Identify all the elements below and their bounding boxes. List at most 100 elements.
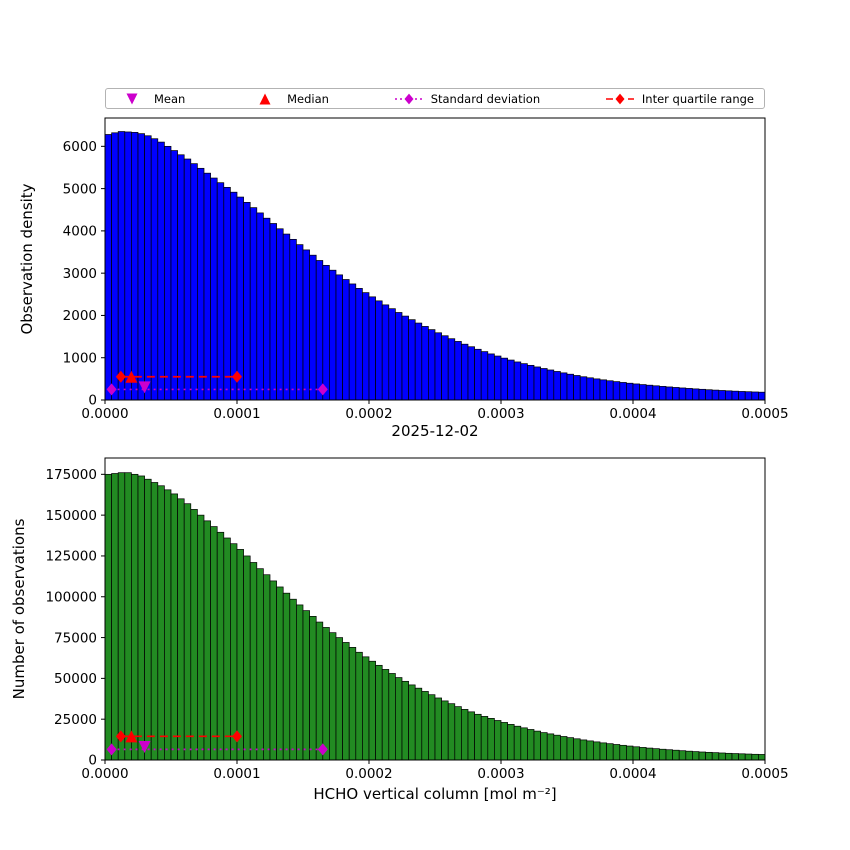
histogram-bar xyxy=(381,669,390,761)
histogram-bar xyxy=(461,343,469,401)
histogram-bar xyxy=(131,132,139,401)
histogram-bar xyxy=(599,742,607,761)
histogram-bar xyxy=(566,737,574,761)
histogram-bar xyxy=(659,386,667,401)
histogram-bar xyxy=(546,733,555,761)
histogram-bar xyxy=(758,391,766,401)
histogram-bar xyxy=(711,389,720,401)
histogram-bar xyxy=(414,687,423,761)
histogram-bar xyxy=(408,684,416,761)
histogram-bar xyxy=(124,472,132,761)
histogram-bar xyxy=(718,752,726,761)
histogram-bar xyxy=(758,754,766,761)
histogram-bar xyxy=(197,514,205,761)
histogram-bar xyxy=(177,154,185,401)
legend-label: Median xyxy=(287,91,329,106)
histogram-bar xyxy=(593,741,601,761)
histogram-bar xyxy=(454,341,462,401)
legend-item-inter-quartile-range: Inter quartile range xyxy=(604,92,754,106)
histogram-bar xyxy=(203,172,211,401)
histogram-bar xyxy=(672,387,680,401)
histogram-bar xyxy=(276,586,284,761)
histogram-bar xyxy=(467,711,475,761)
histogram-bar xyxy=(236,196,244,401)
histogram-bar xyxy=(124,131,132,401)
histogram-bar xyxy=(639,747,647,761)
histogram-bar xyxy=(480,351,489,401)
histogram-bar xyxy=(428,329,436,401)
x-tick-label: 0.0005 xyxy=(741,406,788,422)
legend-label: Inter quartile range xyxy=(641,91,754,106)
legend-item-median: Median xyxy=(249,92,329,106)
histogram-bar xyxy=(137,133,145,401)
histogram-bar xyxy=(540,368,548,401)
axes-frame xyxy=(104,117,766,401)
median-marker xyxy=(125,370,138,383)
histogram-bar xyxy=(685,750,693,761)
histogram-bar xyxy=(170,493,178,761)
histogram-bar xyxy=(698,388,706,401)
histogram-bar xyxy=(533,366,541,401)
histogram-bar xyxy=(117,131,126,401)
x-tick-label: 0.0004 xyxy=(609,406,656,422)
histogram-bar xyxy=(329,269,337,401)
y-tick-label: 2000 xyxy=(63,308,97,324)
histogram-bar xyxy=(243,555,251,761)
histogram-bar xyxy=(263,217,271,401)
histogram-bar xyxy=(520,363,528,401)
histogram-bar xyxy=(309,254,317,401)
legend-label: Standard deviation xyxy=(430,91,541,106)
histogram-bar xyxy=(626,745,634,761)
histogram-bar xyxy=(593,378,601,401)
histogram-bar xyxy=(579,739,588,761)
histogram-bar xyxy=(711,752,720,761)
histogram-bar xyxy=(744,753,753,761)
histogram-bar xyxy=(527,364,535,401)
histogram-bar xyxy=(401,315,409,401)
diamond-dashed-icon xyxy=(605,93,634,104)
histogram-bar xyxy=(157,141,165,401)
mean-marker xyxy=(138,381,151,394)
histogram-bar xyxy=(236,549,244,761)
std-deviation-left-marker xyxy=(106,383,117,396)
y-tick-label: 150000 xyxy=(45,508,97,524)
histogram-bar xyxy=(342,279,350,401)
histogram-bar xyxy=(282,233,291,401)
histogram-bar xyxy=(111,473,119,761)
histogram-bar xyxy=(223,186,231,401)
histogram-bar xyxy=(289,238,297,401)
histogram-bar xyxy=(368,660,376,761)
histogram-bar xyxy=(725,390,733,401)
histogram-bar xyxy=(329,632,337,761)
x-tick-label: 0.0001 xyxy=(213,406,260,422)
histogram-bar xyxy=(243,201,251,401)
histogram-bar xyxy=(632,746,640,761)
histogram-bar xyxy=(249,562,258,761)
histogram-bar xyxy=(421,326,429,401)
histogram-bar xyxy=(414,322,423,401)
histogram-bar xyxy=(705,751,713,761)
axes-frame xyxy=(104,457,766,761)
x-tick-label: 0.0003 xyxy=(477,766,524,782)
histogram-bar xyxy=(144,478,152,761)
histogram-bar xyxy=(183,158,192,401)
histogram-bar xyxy=(698,751,706,761)
triangle-down-icon xyxy=(126,93,138,104)
std-deviation-right-marker xyxy=(317,383,328,396)
histogram-bar xyxy=(494,720,502,761)
histogram-bar xyxy=(282,592,291,761)
histogram-bar xyxy=(744,391,753,401)
histogram-bar xyxy=(639,384,647,401)
histogram-bar xyxy=(507,359,515,401)
histogram-bar xyxy=(137,475,145,761)
x-tick-label: 0.0003 xyxy=(477,406,524,422)
histogram-bar xyxy=(672,749,680,761)
histogram-bar xyxy=(395,677,403,761)
histogram-bar xyxy=(322,264,330,401)
histogram-bar xyxy=(335,274,343,401)
histogram-bar xyxy=(659,748,667,761)
histogram-bar xyxy=(183,503,192,761)
mean-marker xyxy=(138,740,151,753)
histogram-bar xyxy=(170,150,178,401)
histogram-bar xyxy=(487,718,495,761)
